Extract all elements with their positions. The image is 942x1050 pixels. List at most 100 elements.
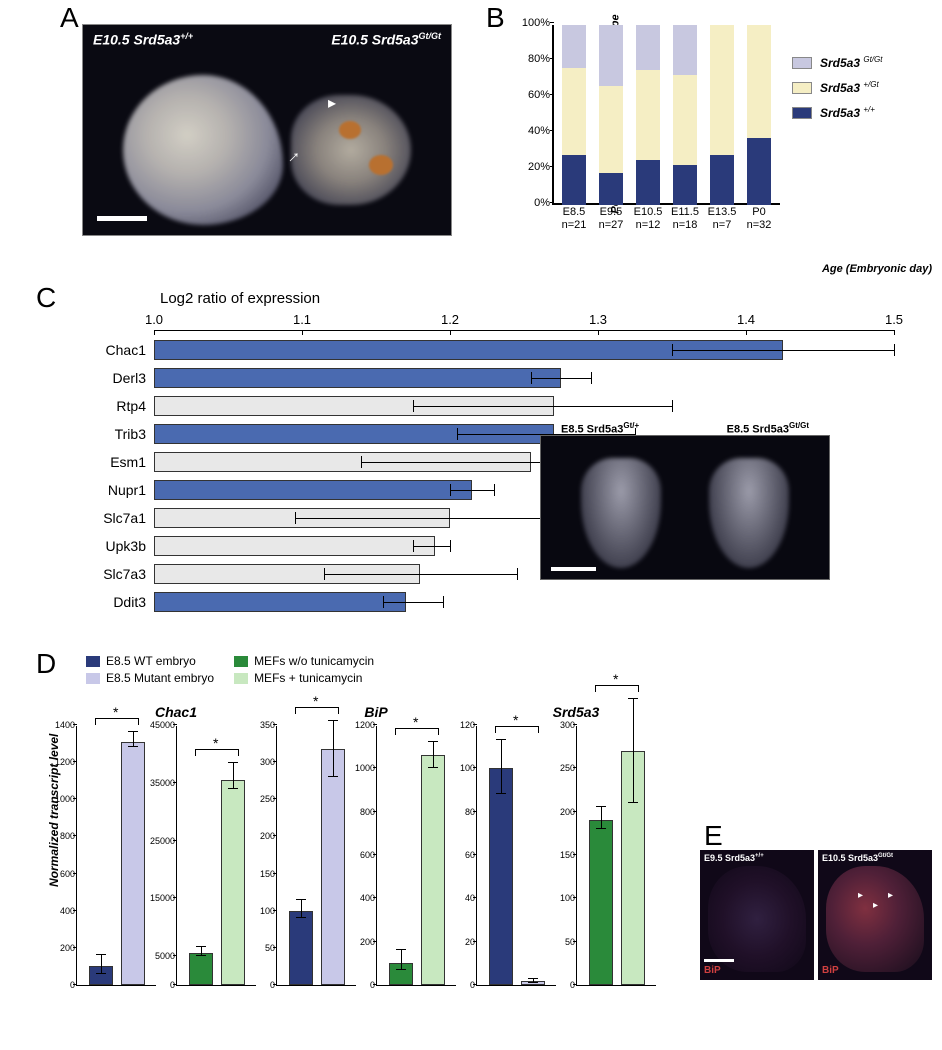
- y-tick-label: 0: [570, 980, 577, 990]
- panel-e-label: E: [704, 820, 723, 852]
- stacked-bar: [673, 25, 697, 203]
- gene-row: Ddit3: [154, 590, 406, 614]
- x-tick-label: E9.5n=27: [592, 203, 630, 232]
- bar-segment-het: [673, 75, 697, 165]
- legend-swatch: [234, 673, 248, 684]
- y-tick-label: 350: [260, 720, 277, 730]
- bar-segment-het: [747, 25, 771, 138]
- gene-row: Nupr1: [154, 478, 472, 502]
- bar-segment-wt: [673, 165, 697, 205]
- y-tick-label: 1000: [55, 794, 77, 804]
- x-tick-label: E13.5n=7: [703, 203, 741, 232]
- legend-label: Srd5a3 Gt/Gt: [820, 55, 882, 70]
- y-tick-label: 50: [565, 937, 577, 947]
- x-tick-label: E11.5n=18: [666, 203, 704, 232]
- legend-item: Srd5a3 Gt/Gt: [792, 55, 882, 70]
- y-tick-label: 800: [60, 831, 77, 841]
- significance-star: *: [213, 735, 218, 751]
- x-tick-label: P0n=32: [740, 203, 778, 232]
- error-cap: [894, 344, 895, 356]
- y-tick-label: 45000: [150, 720, 177, 730]
- gene-label: Esm1: [110, 454, 154, 470]
- y-tick-label: 40%: [528, 125, 554, 137]
- error-cap: [517, 568, 518, 580]
- y-tick-label: 600: [60, 869, 77, 879]
- panel-a-label: A: [60, 2, 79, 34]
- y-tick-label: 150: [260, 869, 277, 879]
- gene-label: Ddit3: [113, 594, 154, 610]
- y-tick-label: 80: [465, 807, 477, 817]
- significance-star: *: [613, 671, 618, 687]
- error-bar: [531, 378, 590, 379]
- y-tick-label: 200: [260, 831, 277, 841]
- bip-label: BiP: [822, 965, 839, 976]
- bip-label: BiP: [704, 965, 721, 976]
- panel-c-title: Log2 ratio of expression: [160, 290, 320, 307]
- error-bar: [324, 574, 516, 575]
- x-tick-label: 1.0: [145, 312, 163, 327]
- panel-a-right-label: E10.5 Srd5a3Gt/Gt: [331, 31, 441, 48]
- sub-chart: 050100150200250300*: [576, 726, 656, 986]
- y-tick-label: 200: [60, 943, 77, 953]
- x-tick-label: E10.5n=12: [629, 203, 667, 232]
- gene-label: Slc7a3: [103, 566, 154, 582]
- expression-bar: [154, 592, 406, 612]
- bar-segment-het: [636, 70, 660, 160]
- y-tick-label: 50: [265, 943, 277, 953]
- x-tick-label: 1.5: [885, 312, 903, 327]
- error-cap: [450, 484, 451, 496]
- panel-b-container: Percent recovered based on genotype 0%20…: [510, 15, 930, 245]
- data-bar: [321, 749, 345, 985]
- panel-e-left-label: E9.5 Srd5a3+/+: [704, 853, 764, 863]
- error-cap: [383, 596, 384, 608]
- arrowhead-icon: ▸: [888, 890, 893, 901]
- bar-segment-wt: [636, 160, 660, 205]
- significance-star: *: [413, 714, 418, 730]
- bar-segment-het: [562, 68, 586, 154]
- legend-label: Srd5a3 +/Gt: [820, 80, 879, 95]
- x-tick-label: 1.4: [737, 312, 755, 327]
- panel-c-container: Log2 ratio of expression 1.01.11.21.31.4…: [80, 290, 910, 630]
- gene-label: Rtp4: [116, 398, 154, 414]
- tissue-section: [826, 866, 924, 972]
- stacked-bar: [562, 25, 586, 203]
- legend-swatch: [792, 107, 812, 119]
- panel-e-container: E9.5 Srd5a3+/+ BiP E10.5 Srd5a3Gt/Gt ▸ ▸…: [700, 850, 932, 980]
- panel-c-label: C: [36, 282, 56, 314]
- y-tick-label: 250: [560, 763, 577, 773]
- y-tick-label: 100: [260, 906, 277, 916]
- stacked-bar: [636, 25, 660, 203]
- y-tick-label: 60: [465, 850, 477, 860]
- gene-row: Esm1: [154, 450, 531, 474]
- panel-a-left-label: E10.5 Srd5a3+/+: [93, 31, 193, 48]
- embryo-mutant-spot: [369, 155, 393, 175]
- y-tick-label: 20%: [528, 161, 554, 173]
- panel-a-micrograph: E10.5 Srd5a3+/+ E10.5 Srd5a3Gt/Gt ▸ →: [82, 24, 452, 236]
- gene-label: Trib3: [115, 426, 154, 442]
- legend-label: E8.5 Mutant embryo: [106, 671, 214, 685]
- group-title: Srd5a3: [476, 704, 676, 720]
- error-bar: [413, 546, 450, 547]
- gene-label: Chac1: [106, 342, 154, 358]
- stacked-bar: [599, 25, 623, 203]
- gene-row: Slc7a1: [154, 506, 450, 530]
- bar-segment-het: [599, 86, 623, 172]
- error-cap: [672, 400, 673, 412]
- y-tick-label: 400: [360, 893, 377, 903]
- gene-chart-group: BiP050100150200250300350*020040060080010…: [276, 706, 476, 996]
- panel-e-right-label: E10.5 Srd5a3Gt/Gt: [822, 853, 893, 863]
- y-tick-label: 100: [560, 893, 577, 903]
- y-tick-label: 150: [560, 850, 577, 860]
- panel-b-x-axis-title: Age (Embryonic day): [552, 235, 932, 275]
- gene-row: Trib3: [154, 422, 554, 446]
- legend-item: MEFs w/o tunicamycin: [234, 654, 374, 668]
- x-tick-label: 1.3: [589, 312, 607, 327]
- y-tick-label: 100: [460, 763, 477, 773]
- bar-segment-mut: [673, 25, 697, 75]
- panel-b-stacked-bar-chart: Percent recovered based on genotype 0%20…: [552, 25, 780, 205]
- inset-left-label: E8.5 Srd5a3Gt/+: [561, 421, 639, 436]
- bar-segment-het: [710, 25, 734, 155]
- sub-chart: 020040060080010001200*: [376, 726, 456, 986]
- legend-swatch: [234, 656, 248, 667]
- y-tick-label: 0: [170, 980, 177, 990]
